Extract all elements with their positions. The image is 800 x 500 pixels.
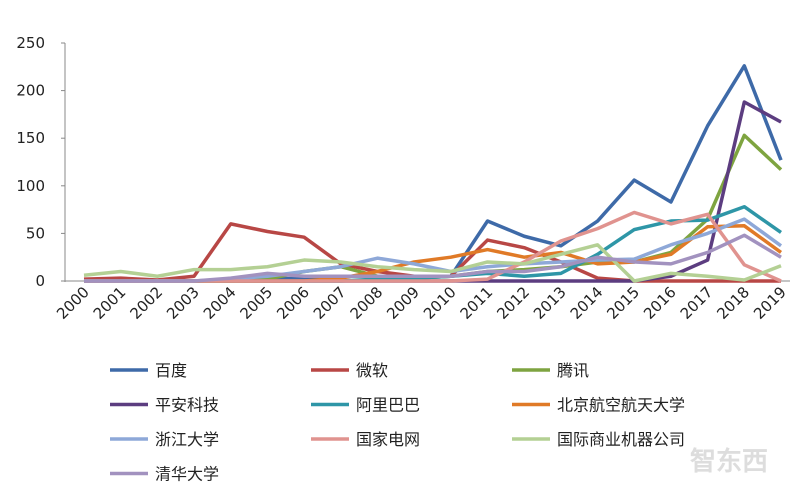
x-tick-label: 2009 (383, 283, 423, 323)
series-line (84, 233, 782, 283)
x-tick-label: 2000 (53, 283, 93, 323)
x-tick-label: 2018 (713, 283, 753, 323)
x-tick-label: 2001 (90, 283, 130, 323)
x-tick-label: 2008 (347, 283, 387, 323)
x-tick-label: 2005 (237, 283, 277, 323)
x-tick-label: 2017 (677, 283, 717, 323)
x-tick-label: 2006 (273, 283, 313, 323)
x-tick-label: 2010 (420, 283, 460, 323)
legend-label: 清华大学 (155, 465, 219, 484)
series-line (83, 243, 782, 283)
x-tick-label: 2007 (310, 283, 350, 323)
x-tick-label: 2015 (603, 283, 643, 323)
y-tick-label: 50 (26, 224, 45, 242)
y-tick-label: 250 (16, 34, 45, 52)
legend-label: 国际商业机器公司 (557, 430, 685, 449)
x-tick-label: 2003 (163, 283, 203, 323)
x-tick-label: 2013 (530, 283, 570, 323)
legend-label: 微软 (356, 361, 388, 380)
legend-label: 百度 (155, 361, 187, 380)
y-tick-label: 200 (16, 82, 45, 100)
y-tick-label: 0 (35, 272, 45, 290)
watermark: 智东西 (690, 446, 768, 477)
x-tick-label: 2016 (640, 283, 680, 323)
legend-label: 阿里巴巴 (356, 396, 420, 415)
x-tick-label: 2019 (750, 283, 790, 323)
x-tick-label: 2014 (567, 283, 607, 323)
legend-label: 腾讯 (557, 361, 589, 380)
x-tick-label: 2011 (457, 283, 497, 323)
legend-label: 平安科技 (155, 396, 219, 415)
x-tick-label: 2002 (126, 283, 166, 323)
y-tick-label: 100 (16, 177, 45, 195)
x-tick-label: 2004 (200, 283, 240, 323)
y-tick-label: 150 (16, 129, 45, 147)
legend-label: 北京航空航天大学 (557, 396, 685, 415)
legend-label: 浙江大学 (155, 430, 219, 449)
x-tick-label: 2012 (493, 283, 533, 323)
legend-label: 国家电网 (356, 430, 420, 449)
